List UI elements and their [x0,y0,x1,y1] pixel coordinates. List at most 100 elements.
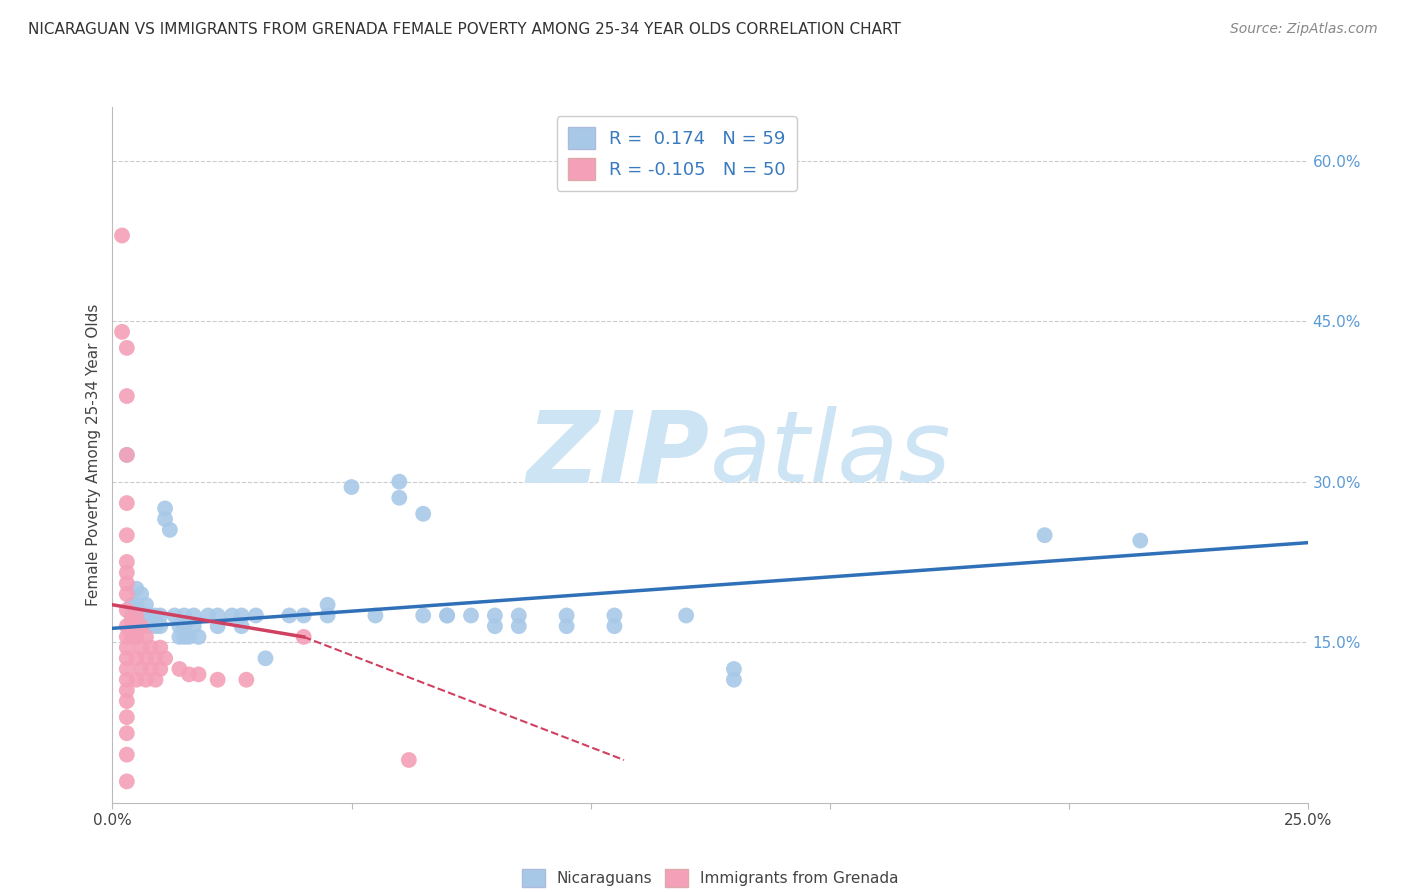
Point [603,608,626,623]
Point [121,598,143,612]
Point [153,512,176,526]
Point [145,619,167,633]
Point [129,587,152,601]
Point [115,694,138,708]
Point [115,619,138,633]
Point [153,501,176,516]
Point [129,640,152,655]
Point [115,683,138,698]
Point [135,630,157,644]
Point [121,630,143,644]
Point [723,662,745,676]
Point [115,673,138,687]
Point [115,496,138,510]
Point [111,325,134,339]
Point [1033,528,1056,542]
Point [139,662,162,676]
Point [254,651,277,665]
Point [153,651,176,665]
Point [278,608,301,623]
Point [115,662,138,676]
Point [115,726,138,740]
Point [388,475,411,489]
Point [115,528,138,542]
Point [125,673,148,687]
Point [125,598,148,612]
Point [115,448,138,462]
Point [135,673,157,687]
Point [398,753,420,767]
Point [675,608,697,623]
Point [135,598,157,612]
Point [207,608,229,623]
Point [235,673,257,687]
Point [316,598,339,612]
Point [177,630,200,644]
Point [555,608,578,623]
Point [159,523,181,537]
Point [125,619,148,633]
Point [115,389,138,403]
Point [125,608,148,623]
Point [169,630,191,644]
Point [129,619,152,633]
Point [484,608,506,623]
Point [121,608,143,623]
Text: atlas: atlas [710,407,952,503]
Point [111,228,134,243]
Point [115,774,138,789]
Point [231,608,253,623]
Y-axis label: Female Poverty Among 25-34 Year Olds: Female Poverty Among 25-34 Year Olds [86,304,101,606]
Point [187,630,209,644]
Point [115,640,138,655]
Point [125,582,148,596]
Legend: Nicaraguans, Immigrants from Grenada: Nicaraguans, Immigrants from Grenada [516,863,904,892]
Point [125,651,148,665]
Point [115,341,138,355]
Point [173,630,195,644]
Point [139,608,162,623]
Point [145,673,167,687]
Point [115,566,138,580]
Point [115,448,138,462]
Point [149,662,172,676]
Point [340,480,363,494]
Point [484,619,506,633]
Point [177,667,200,681]
Point [364,608,387,623]
Point [207,673,229,687]
Point [197,608,219,623]
Point [460,608,482,623]
Point [115,555,138,569]
Point [555,619,578,633]
Point [207,619,229,633]
Point [508,619,530,633]
Point [121,614,143,628]
Point [125,630,148,644]
Point [412,507,434,521]
Point [115,587,138,601]
Point [183,619,205,633]
Point [149,640,172,655]
Point [163,608,186,623]
Point [115,630,138,644]
Point [508,608,530,623]
Point [436,608,458,623]
Point [145,608,167,623]
Point [436,608,458,623]
Point [1129,533,1152,548]
Text: NICARAGUAN VS IMMIGRANTS FROM GRENADA FEMALE POVERTY AMONG 25-34 YEAR OLDS CORRE: NICARAGUAN VS IMMIGRANTS FROM GRENADA FE… [28,22,901,37]
Point [723,673,745,687]
Point [115,710,138,724]
Point [115,576,138,591]
Point [169,662,191,676]
Point [231,619,253,633]
Text: ZIP: ZIP [527,407,710,503]
Point [603,619,626,633]
Point [115,651,138,665]
Point [173,619,195,633]
Point [183,608,205,623]
Point [149,619,172,633]
Point [135,651,157,665]
Point [292,608,315,623]
